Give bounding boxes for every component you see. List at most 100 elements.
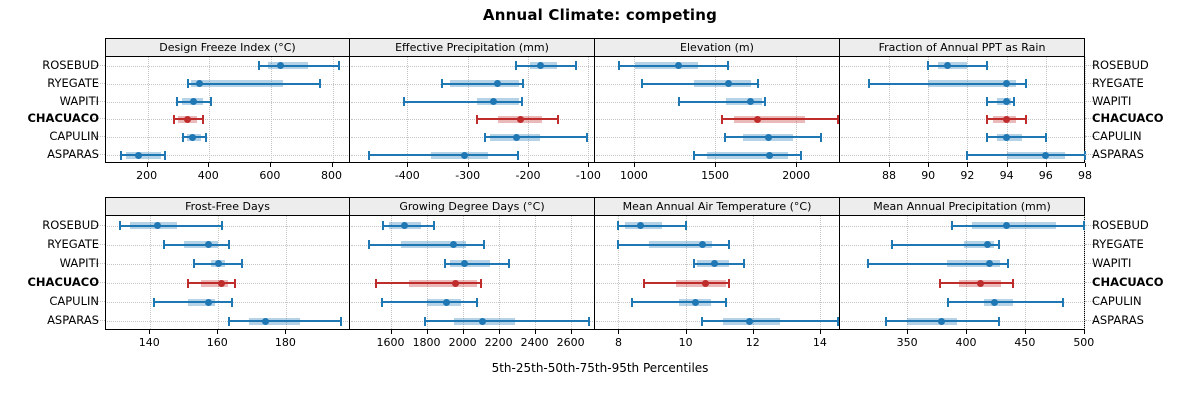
percentile-glyph-wapiti-cap-95th [743, 259, 746, 269]
percentile-glyph-chacuaco-cap-95th [557, 114, 560, 124]
percentile-glyph-rosebud-cap-95th [727, 61, 730, 71]
gridline-vertical [889, 57, 890, 162]
site-label-left-rosebud-row1: ROSEBUD [42, 217, 99, 232]
gridline-stub-left [93, 100, 105, 102]
percentile-glyph-rosebud-cap-5th [382, 221, 385, 231]
percentile-glyph-ryegate-iqr-band [928, 80, 1017, 88]
axis-tick-label: 92 [960, 169, 975, 182]
percentile-glyph-wapiti-cap-5th [986, 97, 988, 107]
percentile-glyph-rosebud-iqr-band [938, 62, 968, 70]
percentile-glyph-chacuaco-median-dot [517, 115, 525, 123]
panel-strip-label: Design Freeze Index (°C) [159, 41, 296, 54]
axis-tick-label: 2200 [484, 336, 513, 349]
axis-tick-label: 2400 [520, 336, 549, 349]
percentile-glyph-ryegate-range [442, 82, 524, 85]
axis-tick [467, 163, 469, 167]
percentile-glyph-ryegate-cap-5th [890, 240, 893, 250]
percentile-glyph-ryegate-cap-5th [617, 240, 620, 250]
percentile-glyph-wapiti-median-dot [489, 98, 497, 106]
percentile-glyph-capulin-median-dot [1003, 133, 1011, 141]
gridline-stub-left [93, 243, 105, 245]
percentile-glyph-wapiti-cap-95th [520, 97, 523, 107]
gridline-vertical [618, 216, 620, 329]
axis-tick [149, 330, 151, 334]
percentile-glyph-rosebud-cap-5th [927, 61, 930, 71]
percentile-glyph-capulin-cap-95th [230, 297, 233, 307]
percentile-glyph-rosebud-cap-5th [617, 221, 620, 231]
panel-strip-mean-annual-precipitation-mm: Mean Annual Precipitation (mm) [840, 197, 1085, 215]
percentile-glyph-capulin-median-dot [692, 298, 700, 306]
gridline-stub-right [1085, 64, 1097, 66]
percentile-glyph-capulin-cap-5th [723, 132, 726, 142]
percentile-glyph-asparas-cap-95th [998, 316, 1000, 326]
percentile-glyph-ryegate-median-dot [698, 241, 706, 249]
percentile-glyph-capulin-cap-95th [476, 297, 478, 307]
percentile-glyph-ryegate-cap-5th [162, 240, 165, 250]
axis-tick-label: 400 [955, 336, 977, 349]
percentile-glyph-rosebud-range [928, 64, 987, 67]
percentile-glyph-ryegate-median-dot [450, 241, 458, 249]
percentile-glyph-capulin-median-dot [513, 133, 521, 141]
percentile-glyph-capulin-iqr-band [187, 298, 215, 306]
percentile-glyph-asparas-range [702, 320, 839, 323]
gridline-horizontal [107, 65, 348, 67]
gridline-vertical [633, 57, 635, 162]
panel-strip-label: Mean Annual Precipitation (mm) [873, 200, 1051, 213]
percentile-glyph-chacuaco-cap-5th [642, 278, 645, 288]
gridline-horizontal [841, 155, 1083, 157]
gridline-stub-right [1085, 118, 1097, 120]
percentile-glyph-rosebud-median-dot [277, 62, 285, 70]
percentile-glyph-asparas-iqr-band [1006, 151, 1066, 159]
percentile-glyph-asparas-median-dot [461, 151, 469, 159]
panel-strip-label: Effective Precipitation (mm) [395, 41, 549, 54]
percentile-glyph-ryegate-range [618, 243, 730, 246]
percentile-glyph-capulin-median-dot [188, 133, 196, 141]
panel-fraction-of-annual-ppt-as-rain [840, 56, 1086, 163]
axis-tick [534, 330, 536, 334]
percentile-glyph-ryegate-iqr-band [401, 241, 467, 249]
gridline-vertical [907, 216, 909, 329]
panel-effective-precipitation-mm [350, 56, 595, 163]
gridline-horizontal [107, 137, 348, 139]
gridline-vertical [1085, 57, 1086, 162]
gridline-stub-right [1085, 262, 1097, 264]
percentile-glyph-rosebud-median-dot [675, 62, 683, 70]
axis-tick-label: 1500 [701, 169, 730, 182]
axis-tick-label: 200 [136, 169, 158, 182]
percentile-glyph-rosebud-cap-95th [574, 61, 577, 71]
axis-tick-label: 1800 [412, 336, 441, 349]
axis-tick [715, 163, 717, 167]
percentile-glyph-chacuaco-cap-95th [728, 278, 731, 288]
percentile-glyph-rosebud-iqr-band [634, 62, 699, 70]
gridline-vertical [426, 216, 428, 329]
axis-tick [390, 330, 392, 334]
axis-tick [528, 163, 530, 167]
gridline-horizontal [107, 155, 348, 157]
axis-tick-label: 96 [1038, 169, 1053, 182]
percentile-glyph-rosebud-median-dot [944, 62, 952, 70]
panel-strip-label: Fraction of Annual PPT as Rain [878, 41, 1046, 54]
gridline-vertical [528, 57, 530, 162]
percentile-glyph-capulin-range [724, 136, 821, 139]
gridline-horizontal [107, 225, 348, 227]
percentile-glyph-wapiti-iqr-band [476, 98, 519, 106]
axis-tick [588, 163, 590, 167]
axis-tick-label: 160 [206, 336, 228, 349]
percentile-glyph-wapiti-range [987, 100, 1015, 103]
percentile-glyph-ryegate-median-dot [1003, 80, 1011, 88]
percentile-glyph-wapiti-range [404, 100, 522, 103]
percentile-glyph-rosebud-range [515, 64, 576, 67]
axis-tick-label: 140 [138, 336, 160, 349]
percentile-glyph-capulin-range [631, 301, 726, 304]
percentile-glyph-capulin-cap-5th [986, 132, 988, 142]
axis-tick [269, 163, 271, 167]
gridline-vertical [715, 57, 717, 162]
percentile-glyph-capulin-cap-5th [947, 297, 950, 307]
site-label-left-wapiti-row1: WAPITI [59, 255, 99, 270]
percentile-glyph-capulin-median-dot [990, 298, 998, 306]
gridline-vertical [498, 216, 500, 329]
gridline-stub-right [1085, 82, 1097, 84]
percentile-glyph-chacuaco-cap-5th [475, 114, 478, 124]
percentile-glyph-asparas-cap-95th [516, 150, 519, 160]
percentile-glyph-rosebud-cap-95th [1082, 221, 1085, 231]
